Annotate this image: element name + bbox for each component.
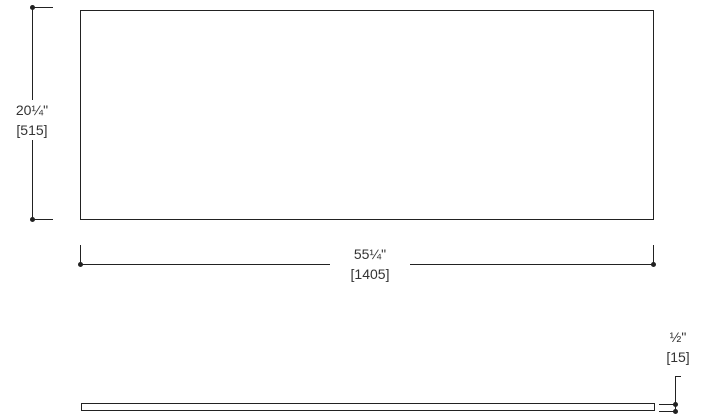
width-imperial: 55¼"	[353, 246, 387, 262]
panel-front-view	[80, 10, 654, 220]
height-dimension-label: 20¼" [515]	[8, 100, 56, 140]
height-metric: [515]	[16, 122, 48, 138]
thickness-dimension-label: ½" [15]	[658, 327, 698, 367]
thickness-metric: [15]	[666, 349, 690, 365]
width-dimension-label: 55¼" [1405]	[330, 244, 410, 284]
height-imperial: 20¼"	[15, 102, 49, 118]
thickness-imperial: ½"	[669, 329, 687, 345]
panel-side-view	[81, 403, 655, 411]
thickness-dimension-line	[659, 376, 681, 414]
width-metric: [1405]	[350, 266, 390, 282]
